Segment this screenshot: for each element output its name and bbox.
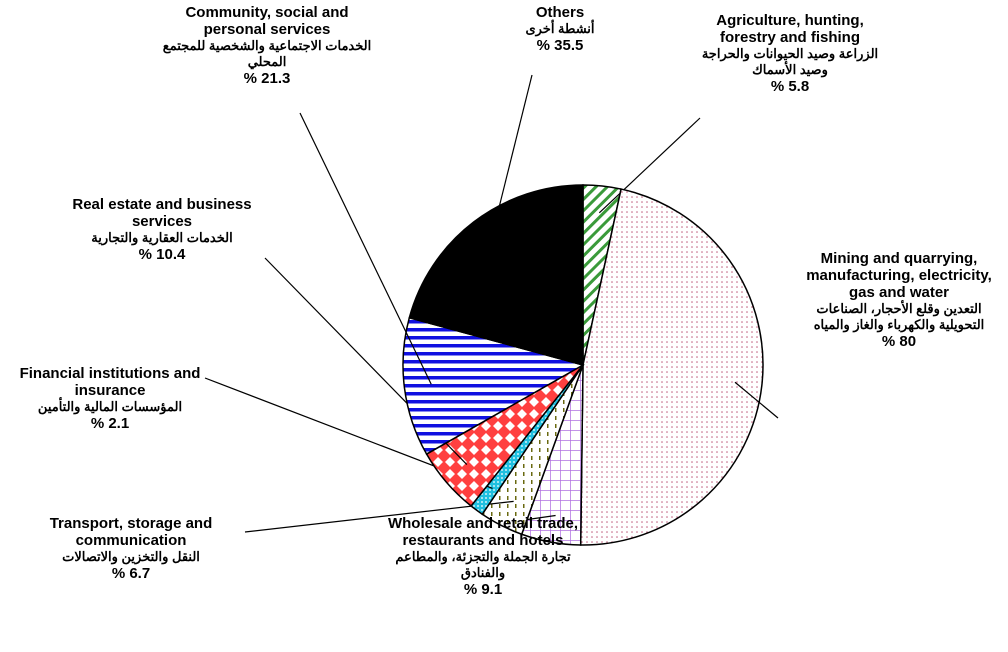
- slice-label: Community, social and personal services ا…: [162, 4, 372, 87]
- slice-label: Wholesale and retail trade, restaurants …: [378, 515, 588, 598]
- value-label: % 35.5: [536, 37, 584, 54]
- pie-slice: [402, 316, 585, 456]
- slice-label: Others أنشطة أخرى% 35.5: [520, 4, 600, 54]
- value-label: % 80: [881, 333, 917, 350]
- label-arabic: الزراعة وصيد الحيوانات والحراجة وصيد الأ…: [701, 46, 879, 77]
- value-label: % 5.8: [770, 78, 810, 95]
- leader-line: [244, 500, 514, 533]
- slice-label: Transport, storage and communication النق…: [20, 515, 242, 582]
- label-english: Agriculture, hunting, forestry and fishi…: [716, 12, 864, 46]
- label-english: Others: [535, 4, 585, 21]
- label-english: Financial institutions and insurance: [19, 365, 201, 399]
- label-arabic: المؤسسات المالية والتأمين: [37, 399, 183, 414]
- label-english: Wholesale and retail trade, restaurants …: [387, 515, 579, 549]
- value-label: % 6.7: [111, 565, 151, 582]
- slice-label: Real estate and business services الخدمات…: [72, 196, 252, 263]
- slice-label: Agriculture, hunting, forestry and fishi…: [690, 12, 890, 95]
- label-arabic: تجارة الجملة والتجزئة، والمطاعم والفنادق: [395, 549, 571, 580]
- value-label: % 9.1: [463, 581, 503, 598]
- slice-label: Financial institutions and insurance المؤ…: [5, 365, 215, 432]
- pie-slice: [579, 188, 764, 546]
- value-label: % 10.4: [138, 246, 186, 263]
- leader-line: [734, 381, 779, 419]
- leader-line: [299, 112, 432, 385]
- slice-label: Mining and quarrying, manufacturing, ele…: [792, 250, 1006, 350]
- label-arabic: أنشطة أخرى: [525, 21, 595, 36]
- value-label: % 2.1: [90, 415, 130, 432]
- value-label: % 21.3: [243, 70, 291, 87]
- label-english: Transport, storage and communication: [49, 515, 213, 549]
- pie-slice: [408, 184, 584, 366]
- leader-line: [489, 74, 533, 244]
- label-english: Mining and quarrying, manufacturing, ele…: [806, 250, 992, 301]
- label-arabic: الخدمات الاجتماعية والشخصية للمجتمع المح…: [162, 38, 372, 69]
- label-english: Real estate and business services: [72, 196, 252, 230]
- label-english: Community, social and personal services: [185, 4, 349, 38]
- label-arabic: الخدمات العقارية والتجارية: [91, 230, 233, 245]
- label-arabic: التعدين وقلع الأحجار، الصناعات التحويلية…: [813, 301, 985, 332]
- label-arabic: النقل والتخزين والاتصالات: [62, 549, 200, 564]
- leader-line: [598, 117, 701, 214]
